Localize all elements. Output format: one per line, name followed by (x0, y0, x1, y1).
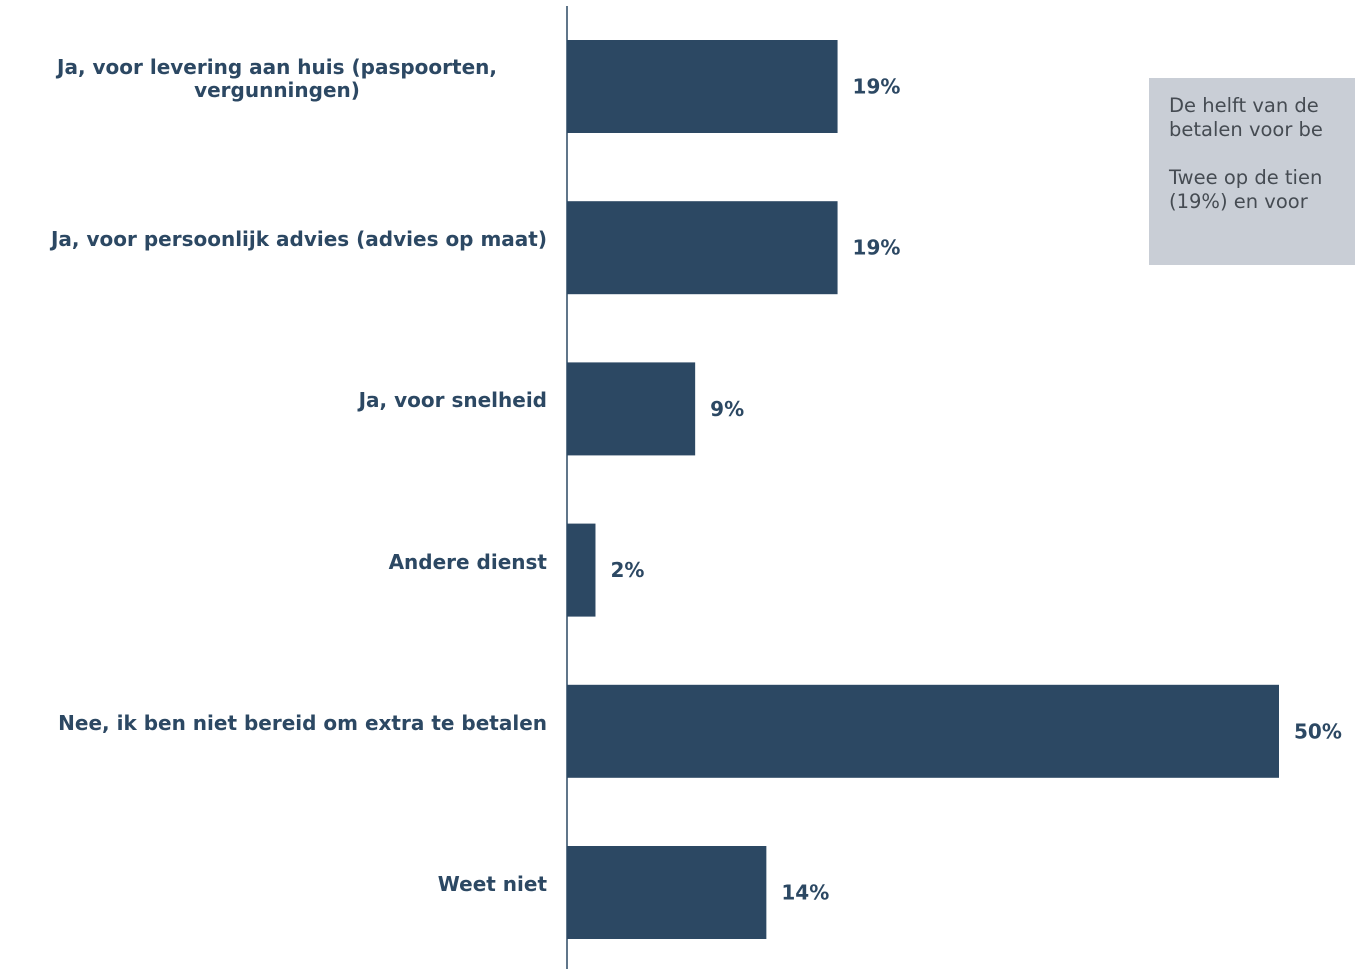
category-label: Ja, voor levering aan huis (paspoorten, … (57, 54, 497, 102)
bar (567, 362, 696, 456)
data-label: 19% (853, 236, 901, 260)
data-label: 19% (853, 75, 901, 99)
bar (567, 201, 838, 295)
category-label: Andere dienst (388, 549, 547, 574)
category-label: Weet niet (437, 872, 547, 896)
bar (567, 846, 767, 939)
bar (567, 40, 838, 133)
annotation-box: De helft van de betalen voor be Twee op … (1149, 78, 1355, 265)
data-label: 9% (710, 397, 744, 421)
data-label: 14% (781, 881, 829, 905)
data-label: 2% (610, 558, 644, 582)
bar (567, 684, 1279, 778)
category-label: Ja, voor persoonlijk advies (advies op m… (50, 227, 547, 252)
bar (567, 523, 596, 617)
annotation-paragraph-1: De helft van de betalen voor be (1169, 94, 1323, 141)
data-label: 50% (1294, 719, 1342, 743)
annotation-paragraph-2: Twee op de tien (19%) en voor (1169, 166, 1323, 213)
category-label: Ja, voor snelheid (358, 388, 547, 413)
category-label: Nee, ik ben niet bereid om extra te beta… (58, 710, 547, 735)
